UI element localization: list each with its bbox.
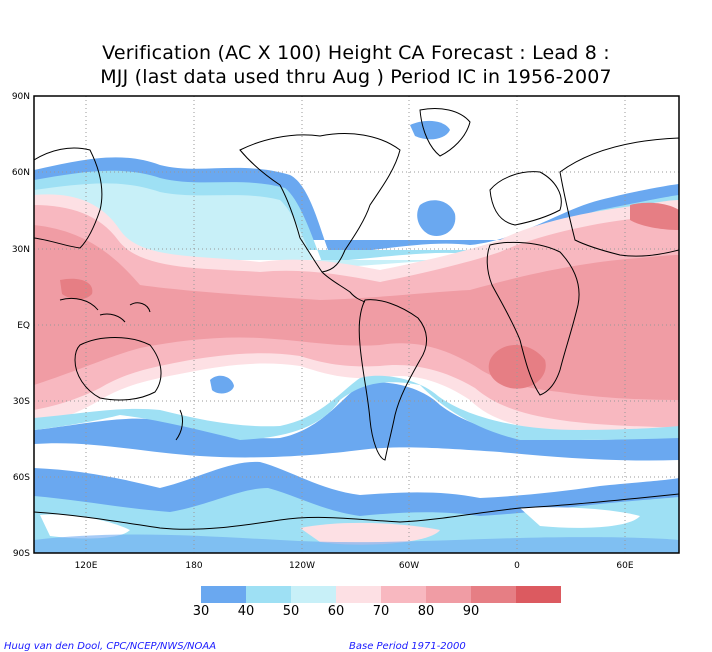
colorbar-swatch bbox=[516, 586, 561, 603]
coast-antarctica bbox=[34, 493, 679, 530]
grid-lines bbox=[34, 96, 679, 553]
lat-label: EQ bbox=[17, 321, 30, 331]
colorbar-swatch bbox=[291, 586, 336, 603]
colorbar-label: 60 bbox=[327, 604, 345, 619]
coast-north-america bbox=[239, 133, 401, 273]
lat-label: 60N bbox=[12, 168, 30, 178]
contour-30-south bbox=[34, 382, 679, 461]
coast-new-zealand bbox=[175, 409, 184, 441]
map-frame bbox=[33, 95, 680, 554]
lon-label: 120E bbox=[75, 561, 98, 571]
colorbar-swatch bbox=[381, 586, 426, 603]
coast-greenland bbox=[419, 108, 471, 157]
title-line-1: Verification (AC X 100) Height CA Foreca… bbox=[102, 42, 610, 64]
colorbar-label: 90 bbox=[462, 604, 480, 619]
contour-50-north bbox=[34, 183, 679, 268]
colorbar-swatch bbox=[246, 586, 291, 603]
credit-text: Huug van den Dool, CPC/NCEP/NWS/NOAA bbox=[4, 641, 217, 652]
colorbar bbox=[201, 586, 561, 603]
coast-australia bbox=[74, 337, 162, 401]
longitude-labels: 120E 180 120W 60W 0 60E bbox=[75, 561, 634, 571]
contour-30-antarctic-coast bbox=[34, 534, 679, 553]
colorbar-swatch bbox=[336, 586, 381, 603]
lon-label: 0 bbox=[514, 561, 520, 571]
colorbar-label: 80 bbox=[417, 604, 435, 619]
coast-europe bbox=[489, 171, 562, 226]
blue-feature-atlantic bbox=[417, 200, 456, 236]
latitude-labels: 90N 60N 30N EQ 30S 60S 90S bbox=[12, 92, 30, 559]
coast-south-america bbox=[358, 299, 427, 461]
colorbar-label: 70 bbox=[372, 604, 390, 619]
lon-label: 60W bbox=[399, 561, 419, 571]
coast-indonesia bbox=[59, 297, 151, 323]
colorbar-label: 40 bbox=[237, 604, 255, 619]
lon-label: 60E bbox=[616, 561, 633, 571]
coast-asia-west bbox=[34, 147, 103, 249]
correlation-field bbox=[34, 96, 679, 553]
lat-label: 60S bbox=[13, 473, 30, 483]
colorbar-swatch bbox=[471, 586, 516, 603]
coast-africa bbox=[486, 241, 580, 396]
lon-label: 120W bbox=[289, 561, 315, 571]
title-line-2: MJJ (last data used thru Aug ) Period IC… bbox=[100, 66, 612, 88]
lat-label: 90N bbox=[12, 92, 30, 102]
coastlines bbox=[34, 108, 679, 530]
lat-label: 30S bbox=[13, 397, 30, 407]
colorbar-swatch bbox=[426, 586, 471, 603]
pink-patch-antarctic bbox=[300, 522, 440, 545]
lat-label: 90S bbox=[13, 549, 30, 559]
colorbar-label: 50 bbox=[282, 604, 300, 619]
lat-label: 30N bbox=[12, 245, 30, 255]
contour-40-south bbox=[34, 375, 679, 440]
colorbar-swatch bbox=[201, 586, 246, 603]
coast-asia bbox=[559, 137, 679, 257]
base-period-text: Base Period 1971-2000 bbox=[349, 641, 466, 652]
lon-label: 180 bbox=[185, 561, 202, 571]
colorbar-label: 30 bbox=[192, 604, 210, 619]
coast-central-america bbox=[321, 271, 366, 303]
blue-feature-arctic bbox=[410, 120, 450, 140]
blue-feature-pacific bbox=[210, 375, 234, 394]
